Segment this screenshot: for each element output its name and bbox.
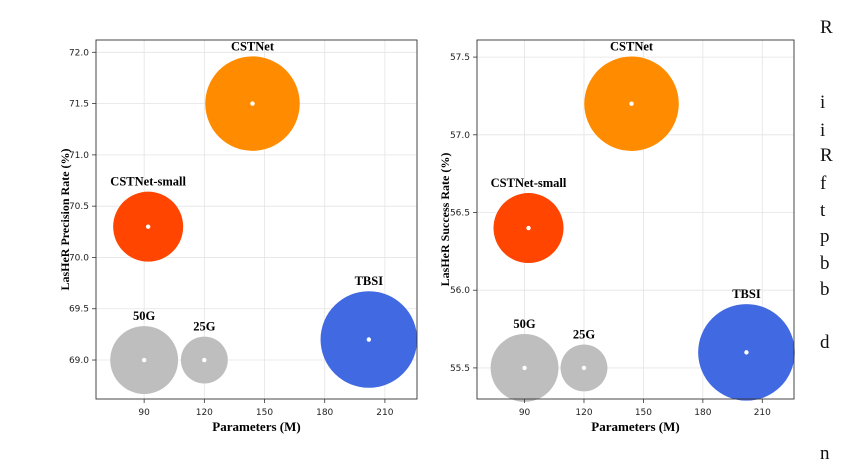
bubble-label-cstnet: CSTNet [610, 39, 654, 53]
x-tick-label: 120 [196, 408, 213, 418]
bubble-center-dot [581, 365, 587, 371]
y-tick-label: 71.5 [69, 100, 89, 110]
cropped-text-line: n [820, 443, 830, 464]
bubble-center-dot [629, 101, 634, 106]
y-tick-label: 57.0 [450, 131, 470, 141]
x-tick-label: 150 [256, 408, 273, 418]
bubble-label-50g: 50G [513, 317, 536, 331]
x-tick-label: 180 [694, 408, 711, 418]
cropped-text-line: R [820, 145, 833, 166]
cropped-text-line: b [820, 253, 830, 274]
bubble-center-dot [526, 225, 531, 231]
cropped-text-line: d [820, 332, 830, 353]
bubble-label-50g: 50G [133, 309, 156, 323]
y-tick-label: 72.0 [69, 48, 89, 58]
bubble-label-tbsi: TBSI [355, 274, 384, 288]
x-tick-label: 150 [635, 408, 652, 418]
y-tick-label: 56.0 [450, 286, 470, 296]
y-tick-label: 57.5 [450, 53, 470, 63]
y-tick-label: 69.5 [69, 305, 89, 315]
y-tick-label: 69.0 [69, 356, 89, 366]
y-tick-label: 70.0 [69, 253, 89, 263]
bubble-label-cstnet-small: CSTNet-small [110, 175, 186, 189]
cropped-text-line: i [820, 120, 826, 141]
cropped-text-line: R [820, 17, 833, 38]
x-tick-label: 210 [754, 408, 771, 418]
bubble-label-25g: 25G [193, 320, 216, 334]
y-axis-label: LasHeR Success Rate (%) [438, 153, 452, 287]
x-tick-label: 180 [316, 408, 333, 418]
cropped-text-line: t [820, 200, 826, 221]
x-tick-label: 120 [575, 408, 592, 418]
x-axis-label: Parameters (M) [212, 419, 300, 434]
chart-panel-1: CSTNet CSTNet-small TBSI 50G 25G 90 120 150 180 2… [58, 39, 418, 434]
x-axis-label: Parameters (M) [591, 419, 679, 434]
bubble-center-dot [522, 365, 527, 371]
bubble-center-dot [744, 350, 749, 355]
x-tick-label: 210 [376, 408, 393, 418]
bubble-center-dot [141, 357, 147, 363]
x-tick-label: 90 [519, 408, 531, 418]
x-tick-label: 90 [138, 408, 150, 418]
bubble-center-dot [145, 224, 151, 229]
bubble-label-25g: 25G [573, 327, 596, 341]
cropped-text-line: p [820, 226, 830, 247]
bubble-center-dot [250, 101, 255, 106]
bubble-center-dot [202, 357, 207, 363]
y-tick-label: 71.0 [69, 151, 89, 161]
plot-frame [476, 39, 795, 400]
cropped-text-line: f [820, 173, 827, 194]
cropped-text-line: i [820, 92, 826, 113]
bubble-label-cstnet: CSTNet [231, 39, 275, 53]
y-axis-label: LasHeR Precision Rate (%) [58, 148, 72, 290]
bubble-label-cstnet-small: CSTNet-small [491, 176, 567, 190]
bubble-center-dot [366, 337, 372, 342]
chart-panel-2: CSTNet CSTNet-small TBSI 50G 25G 90 120 150 180 2… [438, 39, 795, 434]
plot-frame [95, 39, 418, 400]
y-tick-label: 56.5 [450, 209, 470, 219]
y-tick-label: 70.5 [69, 202, 89, 212]
cropped-text-line: b [820, 279, 830, 300]
bubble-label-tbsi: TBSI [732, 287, 761, 301]
y-tick-label: 55.5 [450, 364, 470, 374]
